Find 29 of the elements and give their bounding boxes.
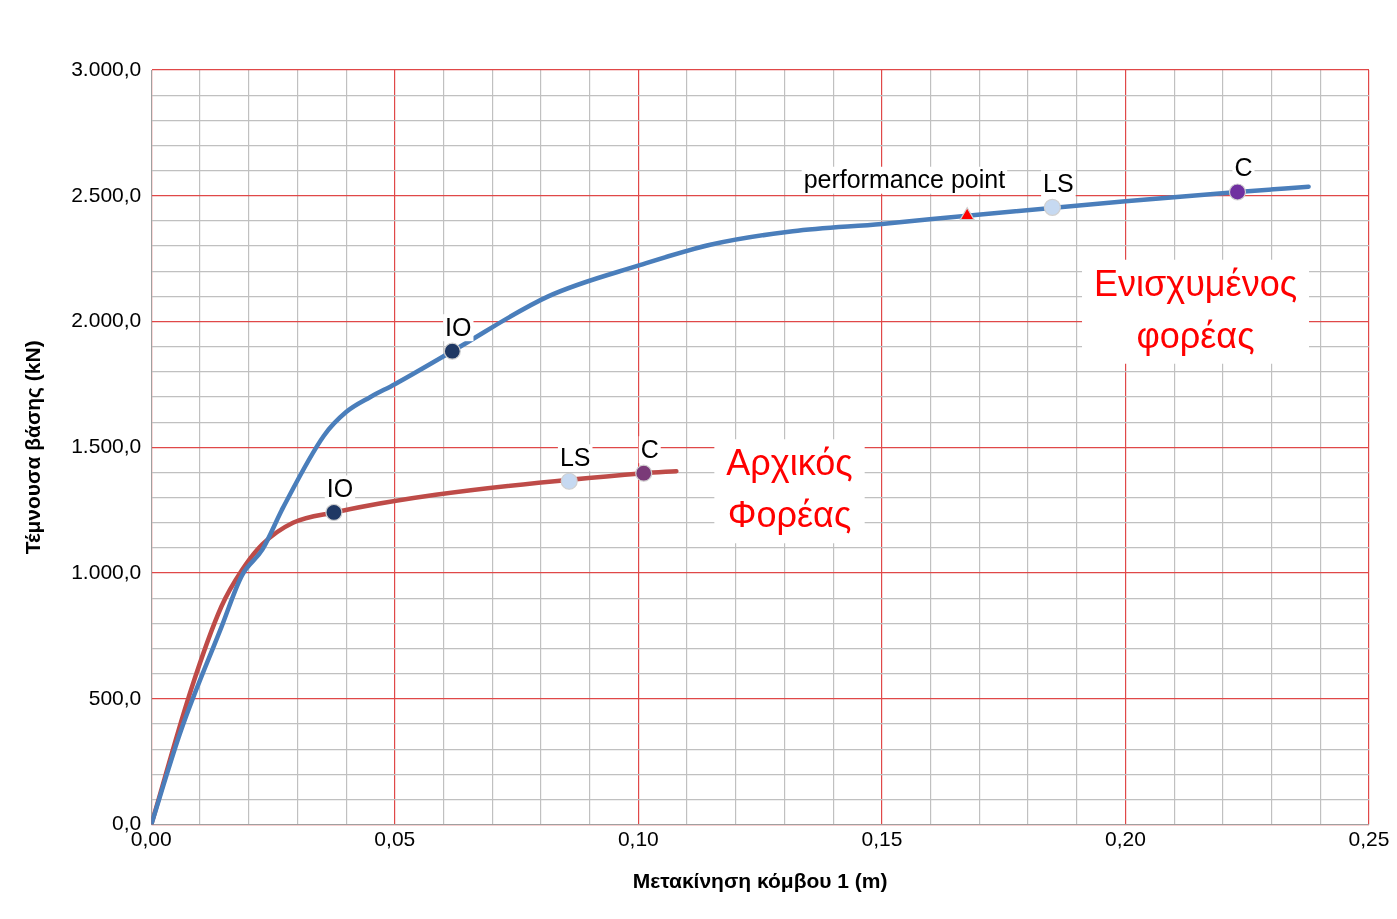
annotation: C bbox=[1234, 153, 1253, 182]
x-tick-label: 0,05 bbox=[374, 827, 416, 850]
annotation: LS bbox=[1043, 168, 1074, 197]
series-label: Ενισχυμένος φορέας bbox=[1094, 262, 1297, 356]
annotation: IO bbox=[445, 312, 472, 341]
series-label: Αρχικός Φορέας bbox=[726, 442, 853, 536]
point bbox=[560, 472, 578, 490]
y-tick-label: 1.000,0 bbox=[71, 559, 142, 583]
y-tick-label: 2.000,0 bbox=[71, 308, 142, 332]
point bbox=[325, 503, 343, 522]
x-tick-label: 0,15 bbox=[861, 827, 903, 850]
point bbox=[443, 342, 461, 360]
y-axis-title: Τέμνουσα βάσης (kN) bbox=[21, 340, 46, 555]
x-tick-label: 0,20 bbox=[1105, 827, 1146, 850]
y-tick-label: 1.500,0 bbox=[71, 434, 142, 458]
point bbox=[1228, 183, 1247, 201]
y-tick-label: 3.000,0 bbox=[71, 56, 142, 80]
annotation: IO bbox=[326, 473, 354, 502]
annotation: performance point bbox=[803, 165, 1006, 194]
annotation: LS bbox=[559, 442, 591, 471]
y-tick-label: 500,0 bbox=[88, 685, 142, 709]
point bbox=[635, 464, 653, 482]
point bbox=[959, 207, 975, 221]
x-tick-label: 0,25 bbox=[1348, 827, 1390, 850]
point bbox=[1043, 198, 1061, 216]
y-tick-label: 2.500,0 bbox=[71, 182, 142, 206]
annotation: C bbox=[640, 434, 659, 463]
x-axis-title: Μετακίνηση κόμβου 1 (m) bbox=[632, 869, 888, 893]
x-tick-label: 0,10 bbox=[617, 827, 659, 850]
